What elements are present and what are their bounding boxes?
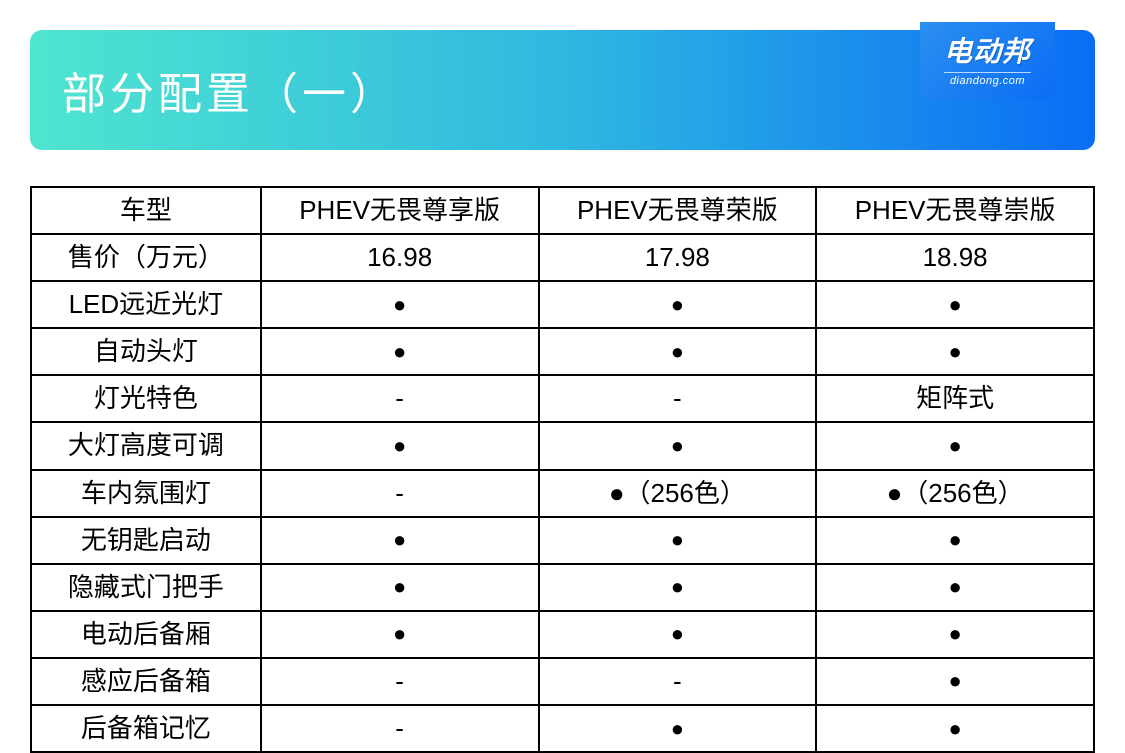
row-value: ●	[816, 422, 1094, 469]
row-value: ●	[261, 328, 539, 375]
row-label: 无钥匙启动	[31, 517, 261, 564]
row-label: 感应后备箱	[31, 658, 261, 705]
row-value: ●	[261, 422, 539, 469]
row-value: ●	[261, 517, 539, 564]
row-value: ●	[539, 281, 817, 328]
row-value: ●	[816, 564, 1094, 611]
header-cell-model: 车型	[31, 187, 261, 234]
table-row: 无钥匙启动●●●	[31, 517, 1094, 564]
row-label: 灯光特色	[31, 375, 261, 422]
header-cell-trim2: PHEV无畏尊荣版	[539, 187, 817, 234]
row-value: -	[261, 658, 539, 705]
table-header-row: 车型 PHEV无畏尊享版 PHEV无畏尊荣版 PHEV无畏尊崇版	[31, 187, 1094, 234]
row-value: ●	[261, 281, 539, 328]
row-value: -	[539, 375, 817, 422]
table-row: 感应后备箱--●	[31, 658, 1094, 705]
row-value: ●	[539, 611, 817, 658]
page-title: 部分配置（一）	[62, 58, 398, 122]
table-row: 大灯高度可调●●●	[31, 422, 1094, 469]
table-row: 电动后备厢●●●	[31, 611, 1094, 658]
header-cell-trim3: PHEV无畏尊崇版	[816, 187, 1094, 234]
row-label: 自动头灯	[31, 328, 261, 375]
row-value: -	[261, 470, 539, 517]
row-value: ●	[539, 328, 817, 375]
row-value: ●	[816, 328, 1094, 375]
row-value: ●	[816, 658, 1094, 705]
table-row: LED远近光灯●●●	[31, 281, 1094, 328]
row-value: ●	[539, 517, 817, 564]
config-table: 车型 PHEV无畏尊享版 PHEV无畏尊荣版 PHEV无畏尊崇版 售价（万元）1…	[30, 186, 1095, 753]
row-value: 18.98	[816, 234, 1094, 281]
table-row: 售价（万元）16.9817.9818.98	[31, 234, 1094, 281]
row-value: -	[261, 375, 539, 422]
config-table-wrap: 车型 PHEV无畏尊享版 PHEV无畏尊荣版 PHEV无畏尊崇版 售价（万元）1…	[30, 186, 1095, 753]
table-row: 后备箱记忆-●●	[31, 705, 1094, 752]
row-value: ●	[816, 517, 1094, 564]
row-value: ●	[261, 611, 539, 658]
row-label: 后备箱记忆	[31, 705, 261, 752]
table-row: 隐藏式门把手●●●	[31, 564, 1094, 611]
row-value: 17.98	[539, 234, 817, 281]
logo-sub-text: diandong.com	[944, 72, 1031, 87]
row-value: ●	[816, 705, 1094, 752]
row-value: ●	[539, 422, 817, 469]
row-label: 售价（万元）	[31, 234, 261, 281]
row-value: 16.98	[261, 234, 539, 281]
table-row: 灯光特色--矩阵式	[31, 375, 1094, 422]
row-label: 车内氛围灯	[31, 470, 261, 517]
table-body: 售价（万元）16.9817.9818.98LED远近光灯●●●自动头灯●●●灯光…	[31, 234, 1094, 752]
table-row: 车内氛围灯-●（256色）●（256色）	[31, 470, 1094, 517]
table-row: 自动头灯●●●	[31, 328, 1094, 375]
row-value: ●	[816, 611, 1094, 658]
row-value: ●	[261, 564, 539, 611]
row-label: 电动后备厢	[31, 611, 261, 658]
header-cell-trim1: PHEV无畏尊享版	[261, 187, 539, 234]
row-label: 大灯高度可调	[31, 422, 261, 469]
brand-logo: 电动邦 diandong.com	[920, 22, 1055, 99]
row-value: ●（256色）	[539, 470, 817, 517]
row-label: 隐藏式门把手	[31, 564, 261, 611]
row-value: 矩阵式	[816, 375, 1094, 422]
row-value: -	[261, 705, 539, 752]
row-value: ●（256色）	[816, 470, 1094, 517]
header-bar: 部分配置（一） 电动邦 diandong.com	[30, 30, 1095, 150]
row-value: ●	[539, 705, 817, 752]
row-label: LED远近光灯	[31, 281, 261, 328]
row-value: -	[539, 658, 817, 705]
row-value: ●	[816, 281, 1094, 328]
logo-main-text: 电动邦	[944, 30, 1031, 70]
row-value: ●	[539, 564, 817, 611]
